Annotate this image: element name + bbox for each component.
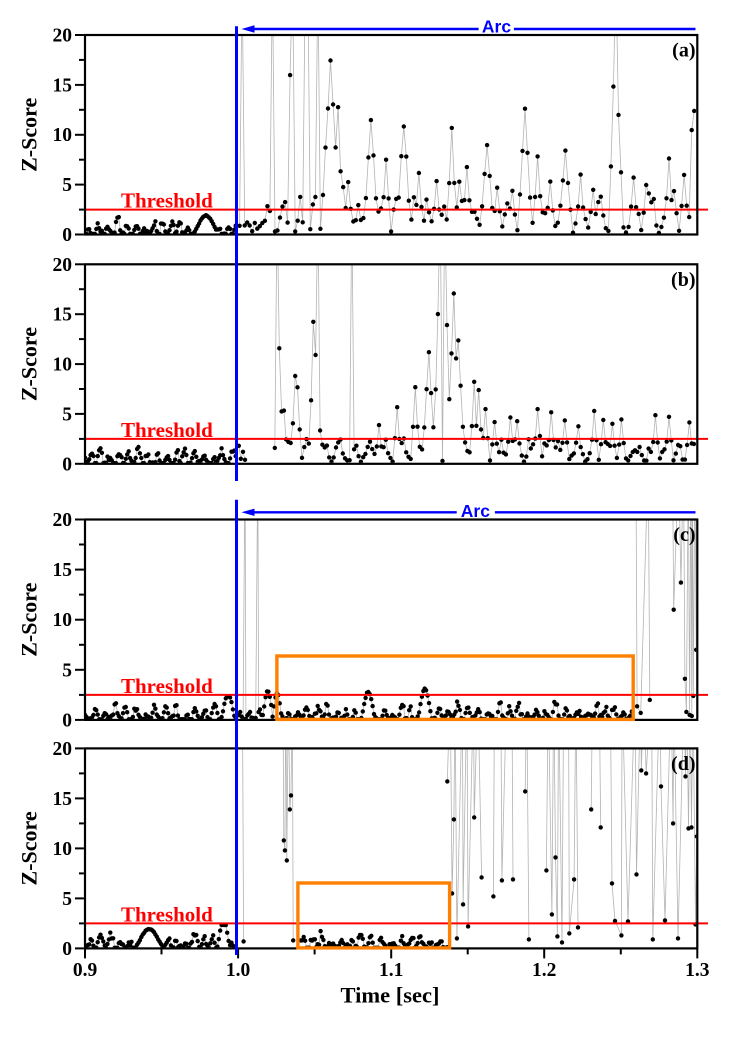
svg-text:Arc: Arc xyxy=(461,501,490,521)
svg-text:1.2: 1.2 xyxy=(532,960,556,981)
svg-text:Arc: Arc xyxy=(482,16,511,36)
svg-text:1.0: 1.0 xyxy=(226,960,250,981)
svg-text:Threshold: Threshold xyxy=(121,418,213,442)
svg-text:0: 0 xyxy=(62,454,72,475)
svg-text:5: 5 xyxy=(62,175,72,196)
svg-text:1.3: 1.3 xyxy=(685,960,710,981)
svg-text:15: 15 xyxy=(53,75,73,96)
svg-text:Threshold: Threshold xyxy=(121,902,213,926)
svg-text:20: 20 xyxy=(53,26,73,47)
svg-text:0: 0 xyxy=(62,939,72,960)
svg-text:5: 5 xyxy=(62,404,72,425)
svg-text:(b): (b) xyxy=(671,269,695,291)
svg-text:Z-Score: Z-Score xyxy=(17,98,42,172)
svg-text:(a): (a) xyxy=(672,40,695,62)
svg-text:(c): (c) xyxy=(673,524,695,546)
svg-text:20: 20 xyxy=(53,739,73,760)
svg-text:15: 15 xyxy=(53,560,73,581)
svg-text:Z-Score: Z-Score xyxy=(17,327,42,401)
svg-text:5: 5 xyxy=(62,660,72,681)
svg-text:10: 10 xyxy=(53,839,73,860)
svg-text:10: 10 xyxy=(53,610,73,631)
svg-text:0: 0 xyxy=(62,225,72,246)
svg-text:15: 15 xyxy=(53,305,73,326)
svg-text:Time [sec]: Time [sec] xyxy=(341,983,440,1008)
svg-text:20: 20 xyxy=(53,510,73,531)
svg-text:1.1: 1.1 xyxy=(379,960,403,981)
svg-text:15: 15 xyxy=(53,789,73,810)
svg-text:Z-Score: Z-Score xyxy=(17,582,42,656)
svg-text:10: 10 xyxy=(53,125,73,146)
svg-text:20: 20 xyxy=(53,255,73,276)
svg-text:0: 0 xyxy=(62,710,72,731)
svg-text:Threshold: Threshold xyxy=(121,189,213,213)
svg-text:10: 10 xyxy=(53,355,73,376)
svg-text:Threshold: Threshold xyxy=(121,674,213,698)
svg-text:(d): (d) xyxy=(671,753,695,775)
svg-text:5: 5 xyxy=(62,889,72,910)
svg-text:0.9: 0.9 xyxy=(73,960,98,981)
svg-text:Z-Score: Z-Score xyxy=(17,811,42,885)
